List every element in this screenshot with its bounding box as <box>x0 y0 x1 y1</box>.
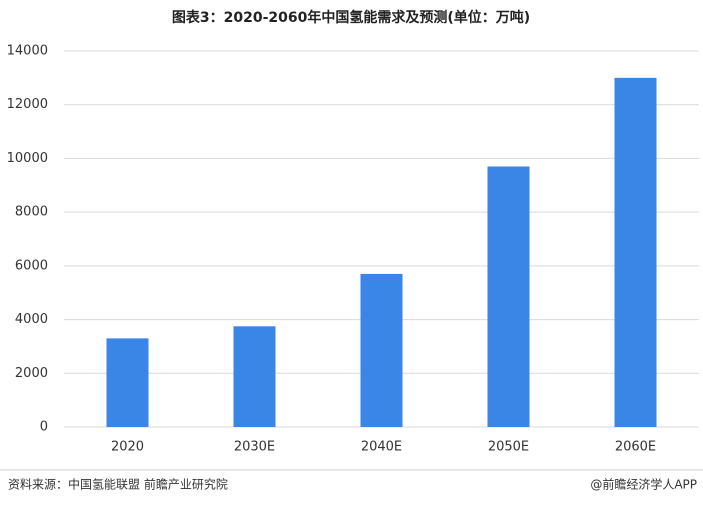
y-tick-label: 12000 <box>7 97 48 112</box>
bar <box>106 338 149 427</box>
bar <box>487 166 530 427</box>
x-tick-label: 2050E <box>488 440 529 455</box>
bar <box>614 77 657 427</box>
x-tick-label: 2040E <box>361 440 402 455</box>
credit: @前瞻经济学人APP <box>590 477 697 492</box>
y-tick-label: 4000 <box>15 312 48 327</box>
y-tick-label: 0 <box>40 420 48 435</box>
source-note: 资料来源：中国氢能联盟 前瞻产业研究院 <box>8 477 228 492</box>
x-tick-label: 2020 <box>111 440 144 455</box>
chart-title: 图表3：2020-2060年中国氢能需求及预测(单位：万吨) <box>172 9 530 26</box>
x-tick-label: 2060E <box>615 440 656 455</box>
bar <box>360 273 403 427</box>
x-tick-label: 2030E <box>234 440 275 455</box>
y-tick-label: 8000 <box>15 205 48 220</box>
y-tick-label: 2000 <box>15 366 48 381</box>
y-tick-label: 14000 <box>7 44 48 59</box>
y-tick-label: 6000 <box>15 258 48 273</box>
y-tick-label: 10000 <box>7 151 48 166</box>
bar <box>233 326 276 427</box>
